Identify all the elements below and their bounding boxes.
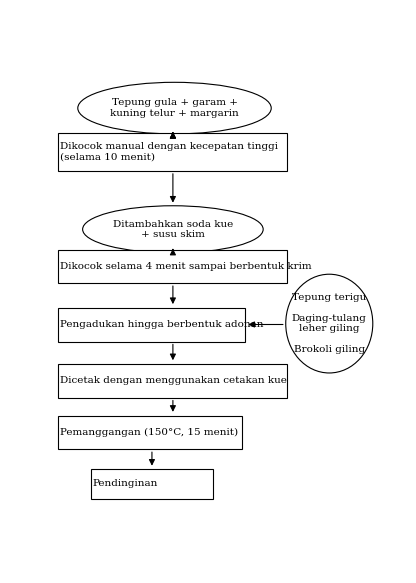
Ellipse shape: [286, 274, 373, 373]
FancyBboxPatch shape: [58, 416, 242, 449]
Text: Dikocok selama 4 menit sampai berbentuk krim: Dikocok selama 4 menit sampai berbentuk …: [60, 262, 312, 271]
Text: Ditambahkan soda kue
+ susu skim: Ditambahkan soda kue + susu skim: [113, 220, 233, 239]
Text: Pendinginan: Pendinginan: [92, 479, 158, 489]
Text: Tepung terigu

Daging-tulang
leher giling

Brokoli giling: Tepung terigu Daging-tulang leher giling…: [292, 293, 366, 354]
FancyBboxPatch shape: [58, 364, 287, 398]
FancyBboxPatch shape: [58, 133, 287, 171]
Text: Dikocok manual dengan kecepatan tinggi
(selama 10 menit): Dikocok manual dengan kecepatan tinggi (…: [60, 142, 278, 161]
FancyBboxPatch shape: [58, 250, 287, 283]
Text: Pemanggangan (150°C, 15 menit): Pemanggangan (150°C, 15 menit): [60, 428, 238, 437]
Text: Pengadukan hingga berbentuk adonan: Pengadukan hingga berbentuk adonan: [60, 320, 264, 329]
Text: Dicetak dengan menggunakan cetakan kue: Dicetak dengan menggunakan cetakan kue: [60, 376, 287, 385]
FancyBboxPatch shape: [91, 469, 213, 498]
Ellipse shape: [78, 82, 271, 134]
Text: Tepung gula + garam +
kuning telur + margarin: Tepung gula + garam + kuning telur + mar…: [110, 99, 239, 118]
Ellipse shape: [83, 206, 263, 253]
FancyBboxPatch shape: [58, 308, 245, 342]
